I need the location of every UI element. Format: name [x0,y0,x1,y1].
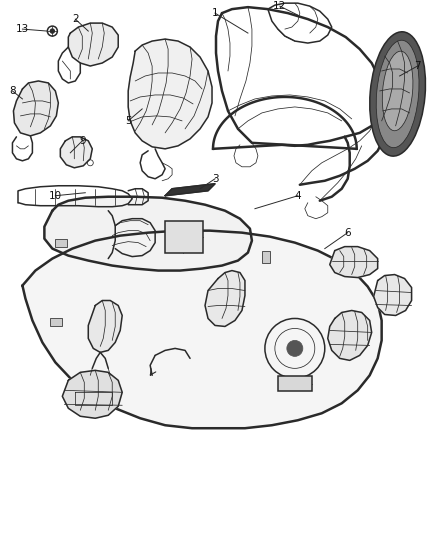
Polygon shape [62,370,122,418]
Text: 3: 3 [212,174,218,184]
Text: 10: 10 [49,191,62,201]
Text: 7: 7 [414,61,421,71]
Text: 2: 2 [72,14,79,24]
Polygon shape [44,197,252,271]
Polygon shape [328,311,372,360]
Text: 4: 4 [294,191,301,201]
Polygon shape [22,231,381,428]
Polygon shape [128,39,212,149]
Polygon shape [330,247,378,278]
Polygon shape [165,184,215,196]
Text: 13: 13 [16,24,29,34]
Text: 9: 9 [79,136,85,146]
Text: 12: 12 [273,1,286,11]
Text: 8: 8 [9,86,16,96]
Ellipse shape [382,51,413,131]
Polygon shape [60,137,92,168]
Circle shape [287,341,303,357]
Polygon shape [205,271,245,326]
Text: 1: 1 [212,8,218,18]
Polygon shape [68,23,118,66]
Text: 5: 5 [125,116,131,126]
Polygon shape [14,81,58,136]
Polygon shape [374,274,412,316]
Bar [278,376,312,391]
Ellipse shape [370,32,425,156]
Text: 6: 6 [344,228,351,238]
Bar [50,318,62,326]
Circle shape [50,29,54,33]
Polygon shape [88,301,122,352]
Ellipse shape [376,40,419,148]
Bar [55,239,67,247]
Bar [165,221,203,253]
Bar [262,251,270,263]
